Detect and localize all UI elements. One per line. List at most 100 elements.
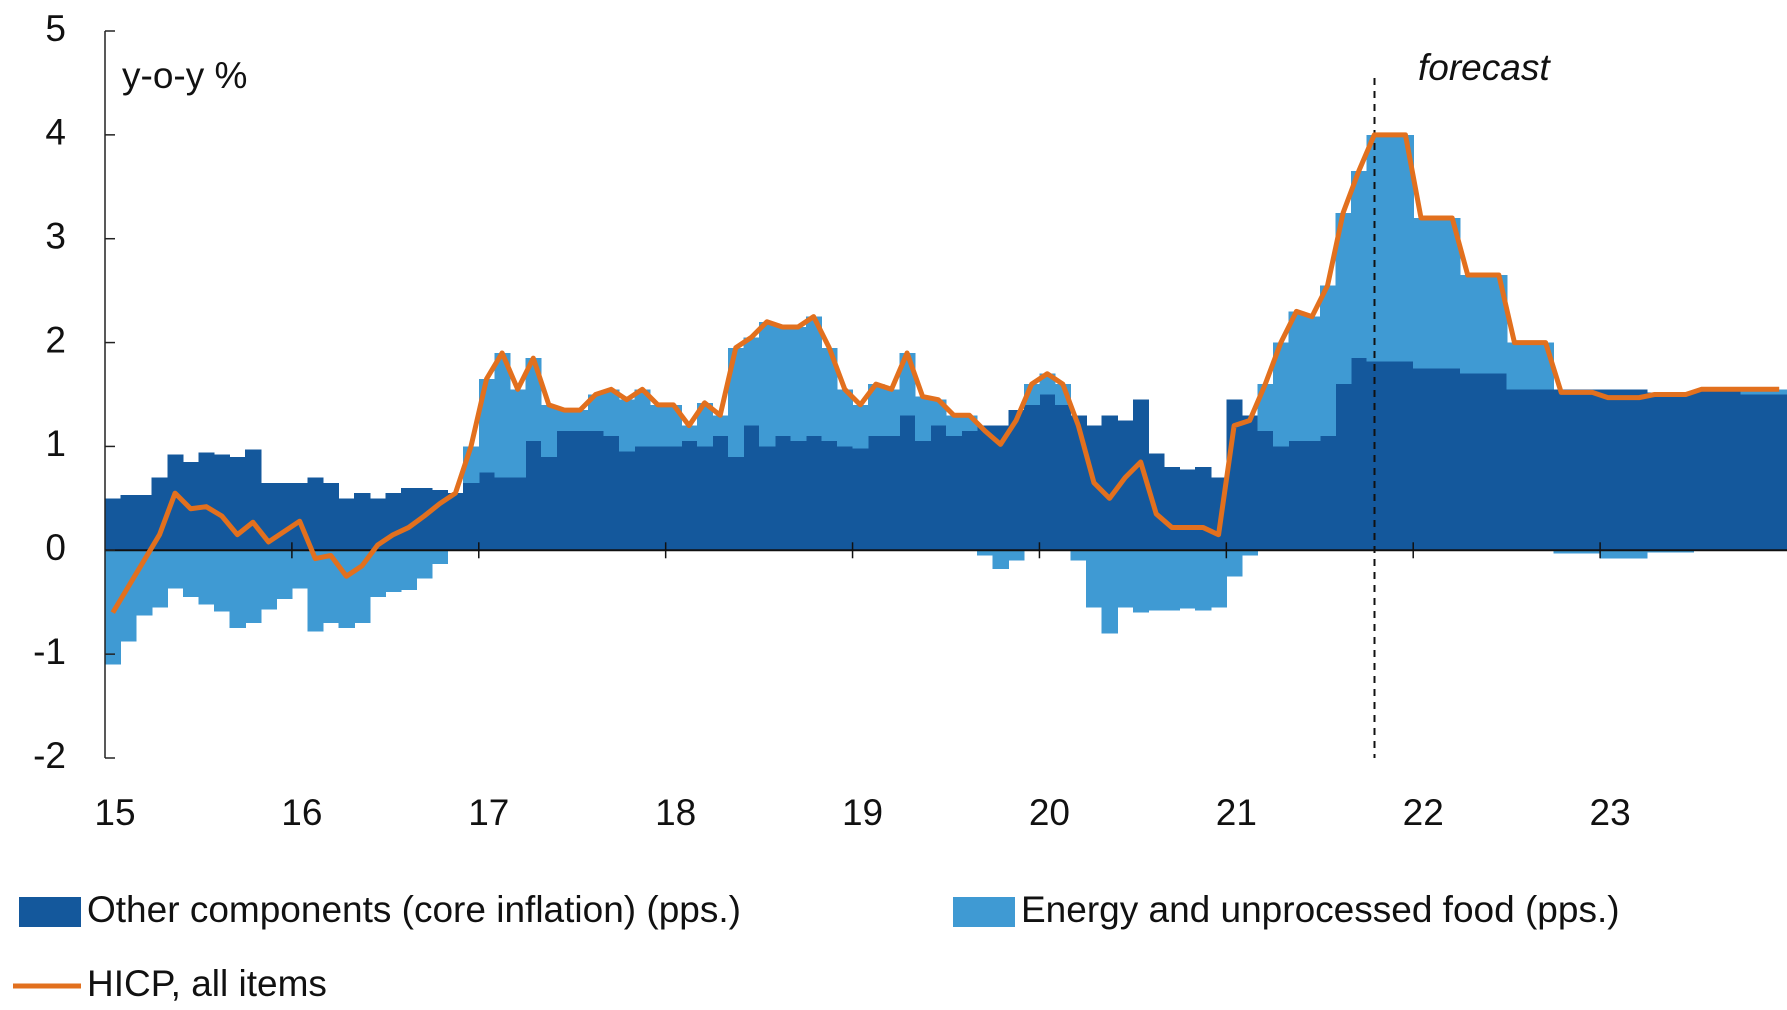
bar <box>665 446 682 551</box>
x-tick-label: 19 <box>842 792 883 833</box>
bar <box>1304 441 1321 551</box>
bar <box>1693 389 1710 551</box>
bar <box>1241 550 1259 556</box>
y-tick-label: -2 <box>33 735 66 776</box>
bar <box>618 399 636 452</box>
bar <box>307 477 324 551</box>
bar <box>369 550 386 598</box>
bar <box>696 402 713 447</box>
bar <box>712 436 729 551</box>
bar <box>1615 389 1632 551</box>
line <box>110 132 1780 614</box>
bar <box>525 441 542 551</box>
bar <box>868 436 885 551</box>
bar <box>1350 358 1368 551</box>
bar <box>323 550 340 623</box>
bar <box>790 441 807 551</box>
bar <box>634 389 651 447</box>
bar <box>1444 368 1461 551</box>
bar <box>883 389 900 437</box>
y-tick-label: -1 <box>33 631 66 672</box>
bar <box>1709 389 1726 551</box>
bar <box>120 550 137 642</box>
bar <box>1631 389 1648 551</box>
bar <box>1677 550 1695 553</box>
x-tick-label: 23 <box>1590 792 1631 833</box>
bar <box>1148 453 1165 551</box>
bar <box>1132 399 1150 551</box>
bar <box>1662 392 1679 551</box>
bar <box>743 425 760 551</box>
bar <box>1257 430 1274 551</box>
bar <box>1164 550 1181 611</box>
bar <box>1226 550 1243 577</box>
bar <box>790 326 807 442</box>
bar <box>681 441 698 551</box>
bar <box>1288 441 1305 551</box>
bar <box>821 347 838 442</box>
bar <box>136 495 153 551</box>
bar <box>603 436 620 551</box>
bar <box>1070 550 1087 561</box>
bar <box>1008 410 1025 551</box>
bar <box>1568 389 1586 551</box>
bar <box>416 550 433 579</box>
bar <box>650 404 667 447</box>
bar <box>105 498 122 551</box>
bar <box>276 550 293 600</box>
bar <box>447 493 464 551</box>
bar <box>805 436 823 551</box>
bar <box>852 404 869 449</box>
bar <box>1631 550 1648 559</box>
bar <box>1537 389 1554 551</box>
bar <box>1288 311 1305 442</box>
bar <box>1662 550 1679 553</box>
bar <box>214 550 231 612</box>
bar <box>572 430 589 551</box>
bar <box>930 425 947 551</box>
bar <box>1319 436 1336 551</box>
bar <box>432 550 449 564</box>
bar <box>1195 550 1212 611</box>
bar <box>385 493 402 551</box>
bar <box>198 452 215 551</box>
bar <box>572 410 589 431</box>
bar <box>1522 342 1539 390</box>
bar <box>1273 342 1290 447</box>
bar <box>1179 469 1196 551</box>
bar <box>1740 389 1757 395</box>
x-tick-label: 15 <box>94 792 135 833</box>
bar <box>1677 392 1695 551</box>
bar <box>1506 342 1523 390</box>
bar <box>1413 217 1430 369</box>
bar <box>1584 550 1601 554</box>
bar <box>1755 389 1773 395</box>
bar <box>400 487 418 551</box>
bar <box>1101 550 1118 634</box>
bar <box>1755 394 1773 551</box>
y-tick-label: 3 <box>45 215 66 256</box>
bar <box>1584 389 1601 551</box>
bar <box>1475 275 1492 374</box>
bar <box>868 384 885 437</box>
bar <box>1646 392 1664 551</box>
legend-label: Energy and unprocessed food (pps.) <box>1021 889 1620 930</box>
bar <box>1382 361 1399 551</box>
bar <box>307 550 324 632</box>
bar <box>1771 394 1787 551</box>
bar <box>323 482 340 551</box>
bar <box>1506 389 1523 551</box>
bar <box>1615 550 1632 559</box>
bar <box>1428 368 1445 551</box>
bar <box>1304 316 1321 442</box>
bar <box>509 477 527 551</box>
bar <box>478 472 495 551</box>
bar <box>400 550 418 590</box>
bar <box>805 316 823 437</box>
bar <box>727 456 745 551</box>
bar <box>182 550 200 598</box>
bar <box>774 436 791 551</box>
y-axis-label: y-o-y % <box>122 55 247 96</box>
bar <box>354 493 371 551</box>
